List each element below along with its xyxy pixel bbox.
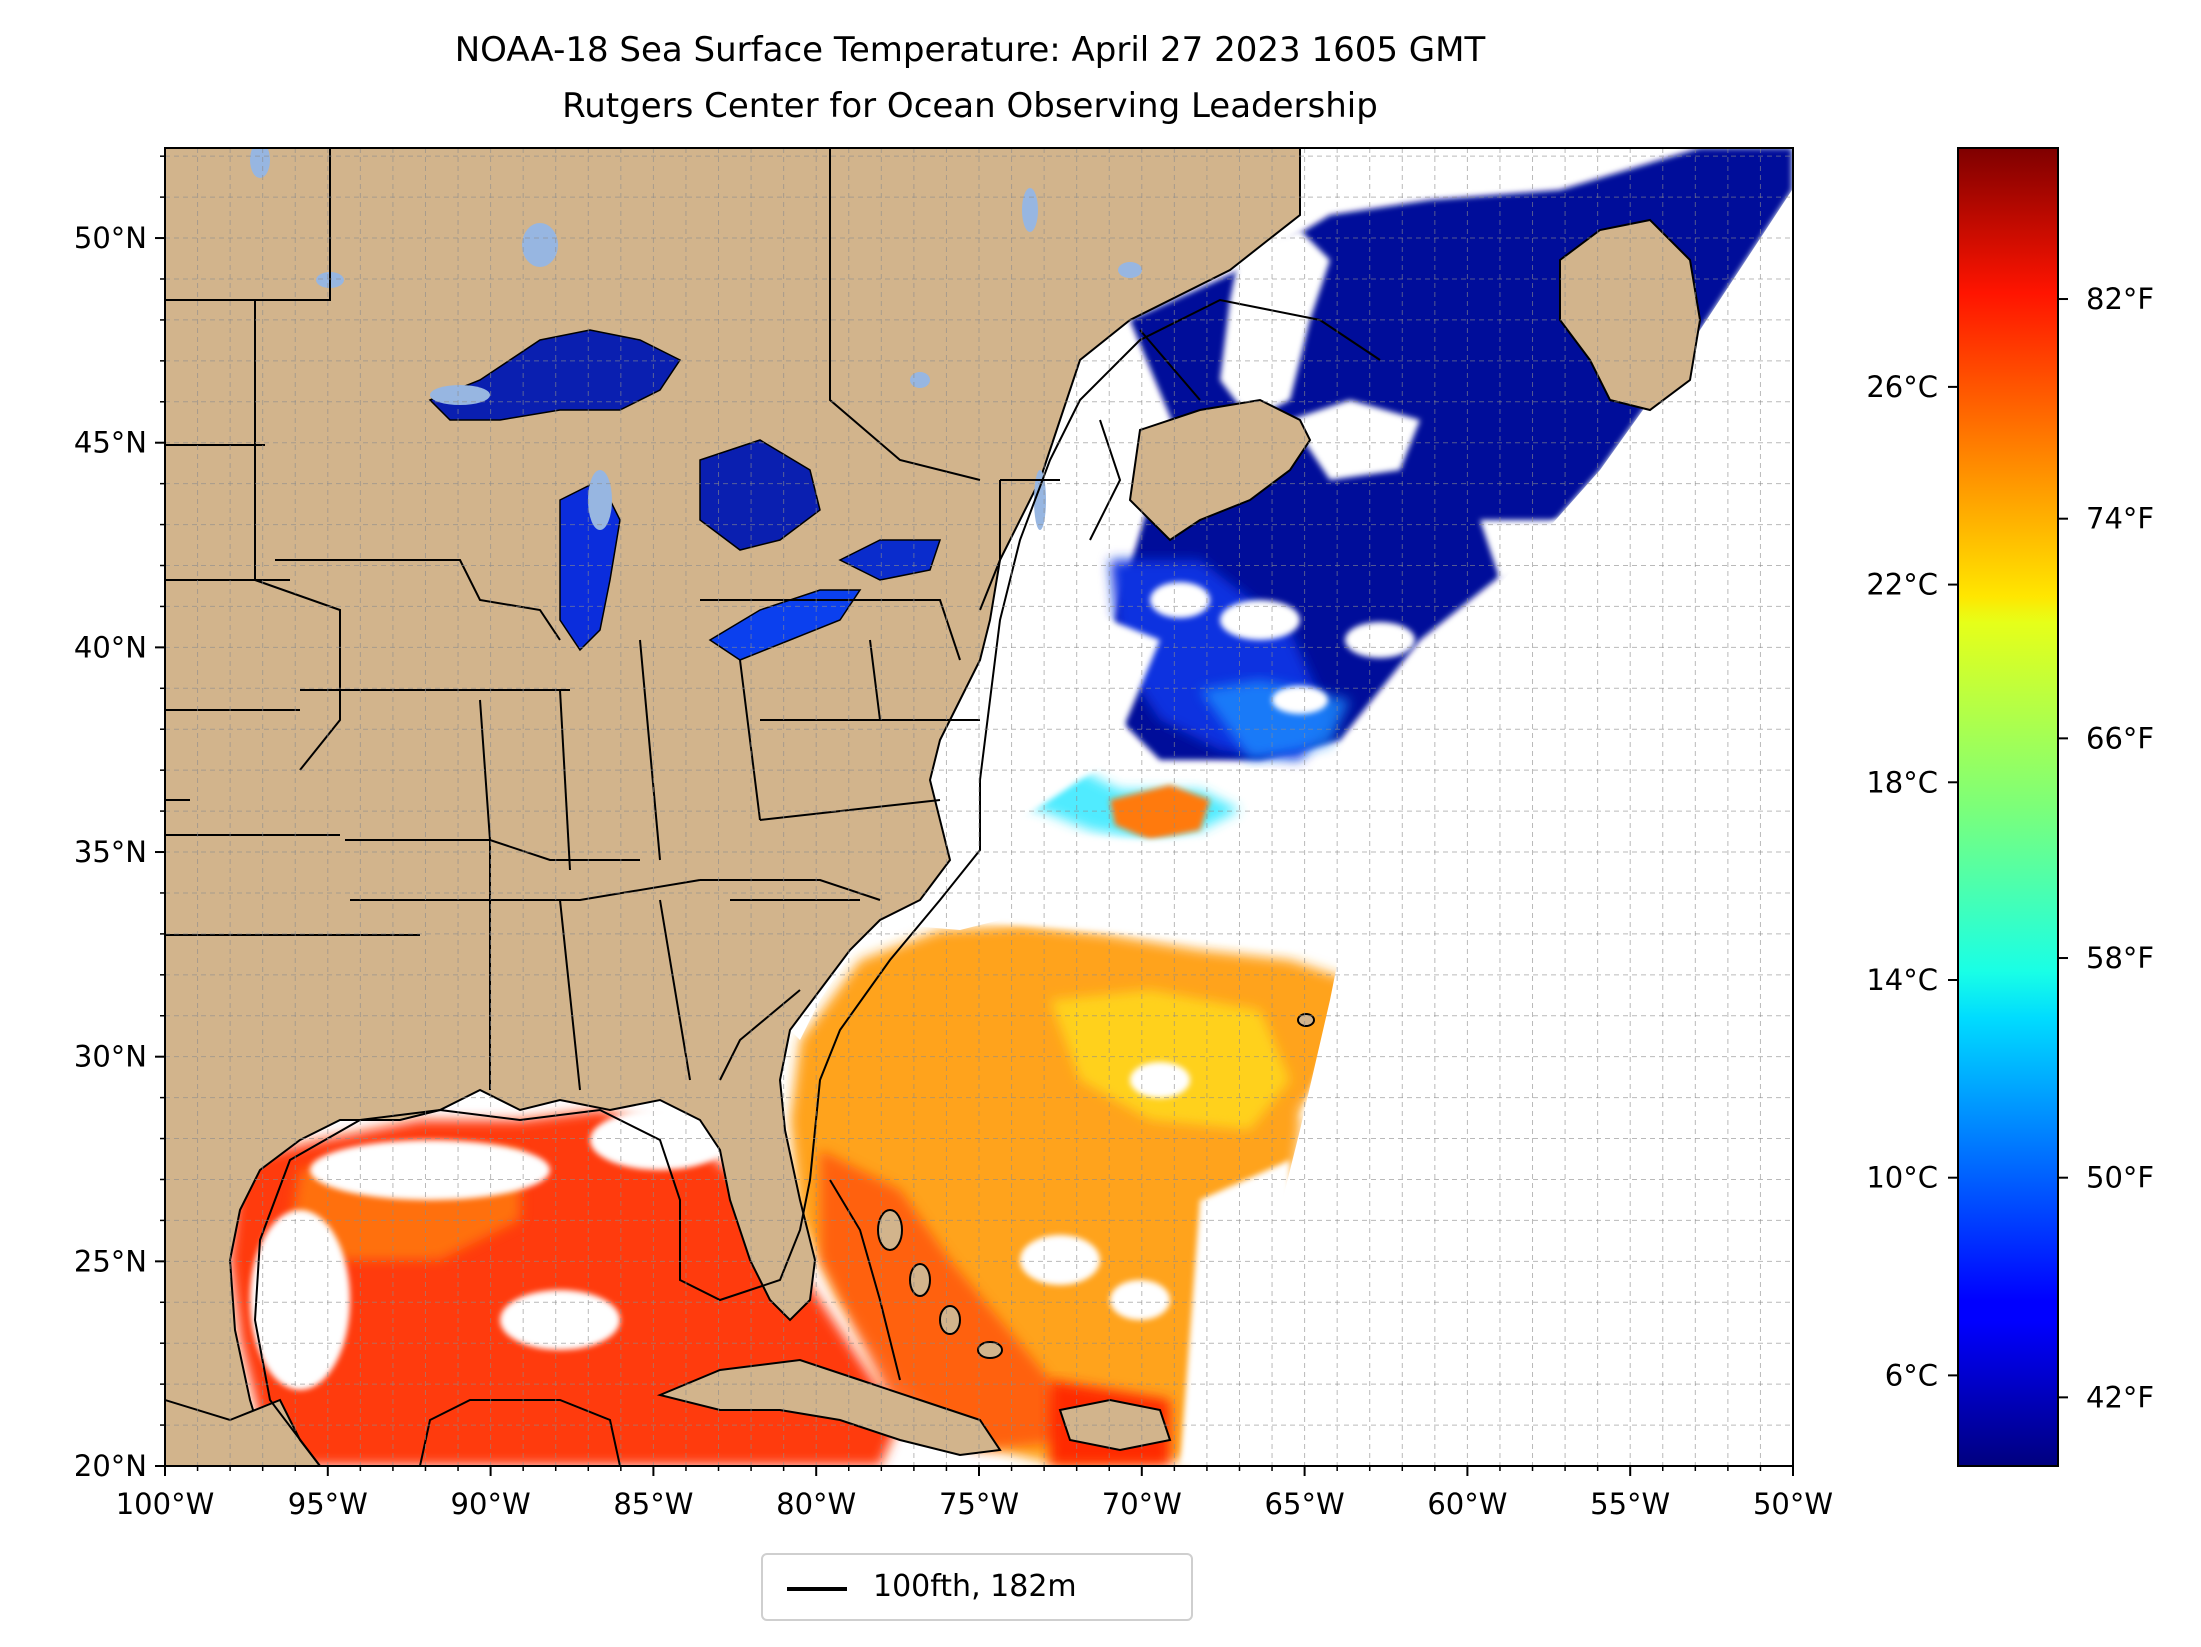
colorbar-f-label: 66°F [2086, 721, 2154, 755]
lon-tick-label: 85°W [613, 1487, 693, 1521]
map-subtitle: Rutgers Center for Ocean Observing Leade… [562, 86, 1378, 126]
lat-tick-label: 45°N [74, 426, 147, 460]
map-title: NOAA-18 Sea Surface Temperature: April 2… [454, 30, 1486, 70]
sst-atlantic-yellow [1050, 990, 1290, 1130]
legend: 100fth, 182m [761, 1553, 1193, 1621]
colorbar-c-label: 18°C [1866, 765, 1938, 799]
lat-tick-label: 40°N [74, 630, 147, 664]
sst-gulfstream-warm [1110, 785, 1210, 840]
outside-swath [1190, 190, 1793, 1466]
colorbar-f-label: 82°F [2086, 282, 2154, 316]
colorbar-f-label: 42°F [2086, 1380, 2154, 1414]
lon-tick-label: 80°W [776, 1487, 856, 1521]
colorbar-f-label: 50°F [2086, 1161, 2154, 1195]
nova-scotia [1128, 398, 1312, 542]
grid-lines [165, 148, 1793, 1466]
lake-superior [428, 329, 682, 421]
inland-lakes [250, 148, 1142, 530]
colorbar: 42°F 50°F 58°F 66°F 74°F 82°F 6°C 10°C 14°C 18°C 2… [1866, 147, 2154, 1467]
lon-tick-label: 60°W [1427, 1487, 1507, 1521]
sst-swath [230, 148, 1793, 1466]
political-borders [165, 148, 1201, 1091]
colorbar-c-label: 22°C [1866, 568, 1938, 602]
lon-tick-label: 65°W [1265, 1487, 1345, 1521]
lon-tick-label: 100°W [116, 1487, 215, 1521]
legend-label: 100fth, 182m [873, 1569, 1077, 1604]
great-lakes [250, 148, 1142, 661]
lat-tick-label: 20°N [74, 1449, 147, 1483]
lat-tick-label: 30°N [74, 1040, 147, 1074]
lat-tick-label: 50°N [74, 221, 147, 255]
map-axes: 100°W 95°W 90°W 85°W 80°W 75°W 70°W 65°W 60°W 55°… [74, 155, 1833, 1521]
colorbar-c-label: 14°C [1866, 963, 1938, 997]
lon-tick-label: 90°W [451, 1487, 531, 1521]
colorbar-f-label: 58°F [2086, 941, 2154, 975]
lon-tick-label: 70°W [1102, 1487, 1182, 1521]
lon-tick-label: 95°W [288, 1487, 368, 1521]
lat-tick-label: 35°N [74, 835, 147, 869]
lon-tick-label: 55°W [1590, 1487, 1670, 1521]
lake-ontario [838, 539, 942, 581]
map-panel [165, 148, 1793, 1466]
colorbar-c-label: 6°C [1885, 1358, 1938, 1392]
colorbar-ticks: 42°F 50°F 58°F 66°F 74°F 82°F 6°C 10°C 14°C 18°C 2… [1866, 282, 2154, 1414]
lon-tick-label: 50°W [1753, 1487, 1833, 1521]
colorbar-c-label: 26°C [1866, 370, 1938, 404]
colorbar-c-label: 10°C [1866, 1161, 1938, 1195]
cloud-gaps [250, 230, 1570, 1466]
colorbar-f-label: 74°F [2086, 502, 2154, 536]
legend-line-swatch [787, 1587, 847, 1591]
colorbar-gradient [1957, 147, 2059, 1467]
lat-tick-label: 25°N [74, 1244, 147, 1278]
lon-tick-label: 75°W [939, 1487, 1019, 1521]
